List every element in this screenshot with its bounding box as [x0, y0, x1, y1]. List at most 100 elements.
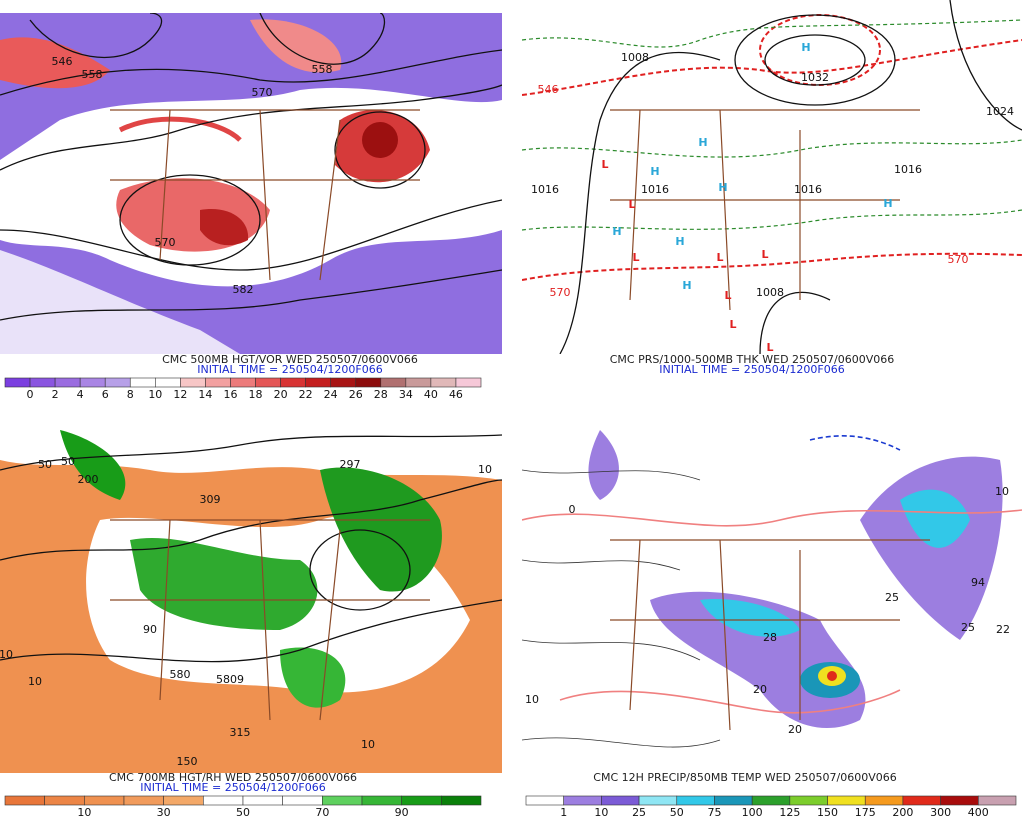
- map-label: L: [766, 341, 773, 354]
- colorbar-label: 50: [670, 806, 684, 819]
- map-label: 25: [885, 591, 899, 604]
- colorbar-swatch: [864, 795, 904, 806]
- colorbar-label: 16: [223, 388, 237, 401]
- colorbar-label: 10: [77, 806, 91, 819]
- colorbar-swatch: [155, 377, 181, 388]
- map-label: 582: [233, 283, 254, 296]
- map-label: 546: [538, 83, 559, 96]
- colorbar-swatch: [525, 795, 564, 806]
- map-label: 5809: [216, 673, 244, 686]
- colorbar-swatch: [242, 795, 283, 806]
- colorbar-swatch: [563, 795, 602, 806]
- colorbar-swatch: [638, 795, 678, 806]
- colorbar-swatch: [205, 377, 231, 388]
- colorbar-swatch: [355, 377, 382, 388]
- colorbar-label: 50: [236, 806, 250, 819]
- colorbar-swatch: [827, 795, 866, 806]
- colorbar-swatch: [401, 795, 442, 806]
- colorbar-swatch: [902, 795, 941, 806]
- map-label: 28: [763, 631, 777, 644]
- map-label: 150: [177, 755, 198, 768]
- map-label: 10: [995, 485, 1009, 498]
- colorbar-swatch: [601, 795, 640, 806]
- colorbar-swatch: [305, 377, 331, 388]
- map-label: 315: [230, 726, 251, 739]
- map-label: 94: [971, 576, 985, 589]
- map-label: 20: [753, 683, 767, 696]
- colorbar-swatch: [4, 377, 31, 388]
- map-label: H: [682, 279, 691, 292]
- colorbar-label: 34: [399, 388, 413, 401]
- map-label: 570: [550, 286, 571, 299]
- colorbar-swatch: [180, 377, 206, 388]
- initial-time: INITIAL TIME = 250504/1200F066: [140, 781, 325, 794]
- pressure-map: [522, 0, 1022, 354]
- colorbar-label: 46: [449, 388, 463, 401]
- colorbar-label: 12: [173, 388, 187, 401]
- map-label: 558: [82, 68, 103, 81]
- map-label: H: [650, 165, 659, 178]
- map-label: 0: [569, 503, 576, 516]
- map-label: 200: [78, 473, 99, 486]
- colorbar-label: 75: [707, 806, 721, 819]
- map-label: 297: [340, 458, 361, 471]
- map-label: 22: [996, 623, 1010, 636]
- map-label: 570: [948, 253, 969, 266]
- map-label: H: [801, 41, 810, 54]
- colorbar-swatch: [4, 795, 45, 806]
- colorbar-swatch: [441, 795, 482, 806]
- colorbar-swatch: [789, 795, 828, 806]
- colorbar-label: 400: [968, 806, 989, 819]
- colorbar-label: 90: [395, 806, 409, 819]
- map-label: H: [675, 235, 684, 248]
- map-label: H: [698, 136, 707, 149]
- colorbar-swatch: [123, 795, 164, 806]
- map-label: 50: [61, 455, 75, 468]
- map-label: H: [883, 197, 892, 210]
- colorbar-label: 6: [102, 388, 109, 401]
- map-label: 1032: [801, 71, 829, 84]
- colorbar-swatch: [44, 795, 85, 806]
- colorbar-swatch: [203, 795, 244, 806]
- map-label: 10: [0, 648, 13, 661]
- colorbar-label: 200: [892, 806, 913, 819]
- map-label: H: [612, 225, 621, 238]
- colorbar-swatch: [163, 795, 204, 806]
- map-label: L: [729, 318, 736, 331]
- caption: CMC 500MB HGT/VOR WED 250507/0600V066: [162, 353, 418, 366]
- colorbar-label: 20: [274, 388, 288, 401]
- initial-time: INITIAL TIME = 250504/1200F066: [197, 363, 382, 376]
- map-label: H: [718, 181, 727, 194]
- colorbar-swatch: [255, 377, 281, 388]
- map-label: L: [761, 248, 768, 261]
- colorbar-label: 25: [632, 806, 646, 819]
- colorbar-label: 300: [930, 806, 951, 819]
- map-label: 25: [961, 621, 975, 634]
- map-label: 570: [155, 236, 176, 249]
- colorbar-label: 24: [324, 388, 338, 401]
- map-label: 309: [200, 493, 221, 506]
- precip-map: [522, 430, 1022, 773]
- colorbar-swatch: [280, 377, 306, 388]
- map-label: 558: [312, 63, 333, 76]
- colorbar-label: 0: [27, 388, 34, 401]
- caption: CMC 12H PRECIP/850MB TEMP WED 250507/060…: [593, 771, 896, 784]
- colorbar-label: 70: [315, 806, 329, 819]
- colorbar-label: 30: [157, 806, 171, 819]
- initial-time: INITIAL TIME = 250504/1200F066: [659, 363, 844, 376]
- colorbar-label: 2: [52, 388, 59, 401]
- map-label: 1016: [794, 183, 822, 196]
- colorbar-swatch: [79, 377, 106, 388]
- map-label: 50: [38, 458, 52, 471]
- map-label: 10: [28, 675, 42, 688]
- colorbar-swatch: [430, 377, 457, 388]
- colorbar-swatch: [978, 795, 1017, 806]
- map-label: 1008: [621, 51, 649, 64]
- map-label: L: [601, 158, 608, 171]
- humidity-map: [0, 430, 502, 773]
- colorbar-swatch: [676, 795, 715, 806]
- colorbar-swatch: [84, 795, 125, 806]
- map-label: 20: [788, 723, 802, 736]
- colorbar-label: 22: [299, 388, 313, 401]
